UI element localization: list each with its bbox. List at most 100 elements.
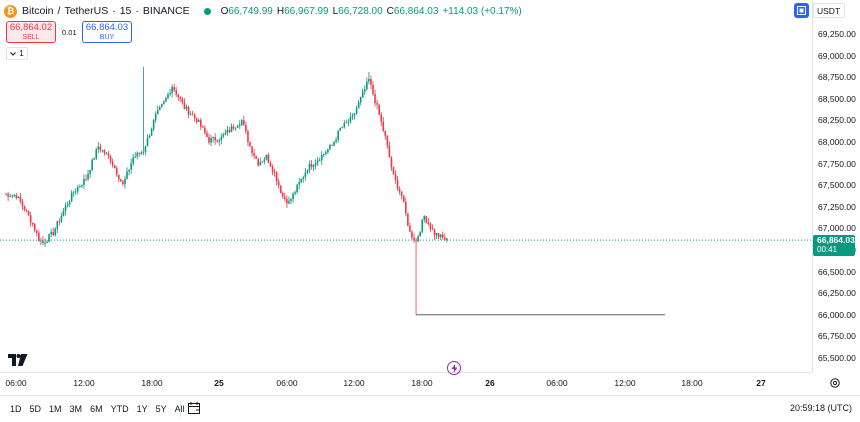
lightning-icon[interactable] — [447, 361, 461, 375]
range-button-1y[interactable]: 1Y — [136, 404, 148, 414]
candle-body — [74, 191, 77, 193]
candle-body — [212, 137, 214, 139]
candle-body — [21, 201, 24, 206]
candle-body — [165, 97, 167, 102]
candle-body — [253, 153, 255, 156]
candle-body — [388, 145, 391, 158]
candle-body — [431, 228, 434, 230]
candle-body — [38, 232, 40, 241]
candle-body — [132, 157, 134, 164]
candle-body — [17, 196, 20, 199]
symbol-header[interactable]: ₿ Bitcoin / TetherUS · 15 · BINANCE O66,… — [4, 3, 522, 19]
tradingview-logo[interactable] — [8, 354, 28, 366]
candle-body — [421, 219, 423, 232]
range-button-6m[interactable]: 6M — [90, 404, 103, 414]
candle-body — [15, 195, 18, 199]
candle-body — [77, 187, 79, 192]
candle-body — [234, 127, 237, 129]
high-label: H — [276, 5, 285, 17]
candle-body — [433, 229, 436, 236]
range-button-5d[interactable]: 5D — [29, 404, 42, 414]
candle-body — [316, 160, 319, 163]
gear-icon[interactable] — [829, 377, 841, 389]
utc-clock[interactable]: 20:59:18 (UTC) — [790, 403, 853, 413]
candle-body — [325, 152, 327, 154]
candle-body — [396, 179, 399, 189]
candle-body — [48, 234, 50, 242]
candle-body — [374, 93, 376, 104]
candle-body — [107, 153, 110, 157]
candle-body — [208, 137, 210, 143]
candle-body — [222, 134, 225, 137]
candle-body — [179, 97, 182, 100]
candle-body — [343, 122, 346, 128]
bottom-toolbar: 1D 5D 1M 3M 6M YTD 1Y 5Y All 20:59:18 (UTC) — [0, 395, 860, 422]
candle-body — [247, 131, 249, 142]
candle-body — [265, 154, 268, 160]
indicators-collapse-button[interactable]: 1 — [6, 47, 28, 60]
price-axis-label: 66,500.00 — [818, 266, 856, 277]
range-button-1d[interactable]: 1D — [10, 404, 22, 414]
candle-body — [54, 228, 57, 236]
candle-body — [62, 210, 65, 216]
candle-body — [443, 237, 446, 240]
candle-body — [218, 140, 221, 142]
range-button-1m[interactable]: 1M — [49, 404, 62, 414]
buy-price: 66,864.03 — [85, 21, 129, 33]
candle-body — [423, 216, 426, 220]
chevron-down-icon — [10, 51, 17, 56]
candle-body — [31, 222, 34, 225]
candle-body — [150, 128, 153, 136]
buy-button[interactable]: 66,864.03 BUY — [82, 21, 132, 43]
range-button-ytd[interactable]: YTD — [110, 404, 129, 414]
candle-body — [156, 110, 159, 114]
candle-body — [68, 201, 71, 205]
candle-body — [93, 158, 95, 160]
candle-body — [380, 114, 382, 122]
candle-body — [58, 221, 61, 223]
candle-body — [195, 117, 198, 123]
candle-body — [320, 154, 323, 161]
candle-body — [206, 132, 208, 138]
candle-body — [40, 240, 42, 242]
time-axis-label: 26 — [485, 378, 495, 388]
candle-body — [417, 236, 419, 242]
candle-body — [370, 78, 372, 85]
candle-body — [175, 90, 177, 95]
bar-countdown: 00:41 — [817, 244, 838, 254]
close-label: C — [386, 5, 394, 17]
candle-body — [191, 114, 194, 116]
trade-panel: 66,864.02 SELL 0.01 66,864.03 BUY — [6, 21, 132, 43]
candle-body — [400, 191, 403, 196]
candle-body — [318, 160, 321, 162]
candle-body — [284, 196, 286, 199]
candle-body — [335, 139, 337, 142]
time-axis-label: 12:00 — [343, 378, 365, 388]
candle-body — [331, 145, 333, 146]
candle-body — [411, 231, 413, 238]
sell-button[interactable]: 66,864.02 SELL — [6, 21, 56, 43]
price-axis-label: 69,000.00 — [818, 50, 856, 61]
candle-body — [243, 120, 245, 125]
candle-body — [306, 170, 309, 173]
open-value: 66,749.99 — [228, 5, 273, 17]
candle-body — [120, 179, 122, 182]
candle-body — [159, 107, 161, 111]
bitcoin-logo: ₿ — [4, 4, 17, 18]
price-chart[interactable] — [0, 0, 860, 395]
candle-body — [310, 163, 313, 167]
time-axis-label: 12:00 — [614, 378, 636, 388]
compare-button[interactable] — [794, 3, 809, 18]
candle-body — [99, 146, 102, 151]
candle-body — [200, 120, 202, 127]
candle-body — [347, 121, 350, 123]
currency-selector[interactable]: USDT — [813, 3, 845, 18]
range-button-3m[interactable]: 3M — [69, 404, 83, 414]
range-button-5y[interactable]: 5Y — [155, 404, 167, 414]
range-button-all[interactable]: All — [171, 402, 189, 416]
candle-body — [259, 162, 262, 166]
candle-body — [111, 161, 114, 166]
calendar-icon[interactable] — [187, 401, 201, 415]
candle-body — [136, 152, 139, 157]
symbol-dot: · — [112, 5, 116, 17]
